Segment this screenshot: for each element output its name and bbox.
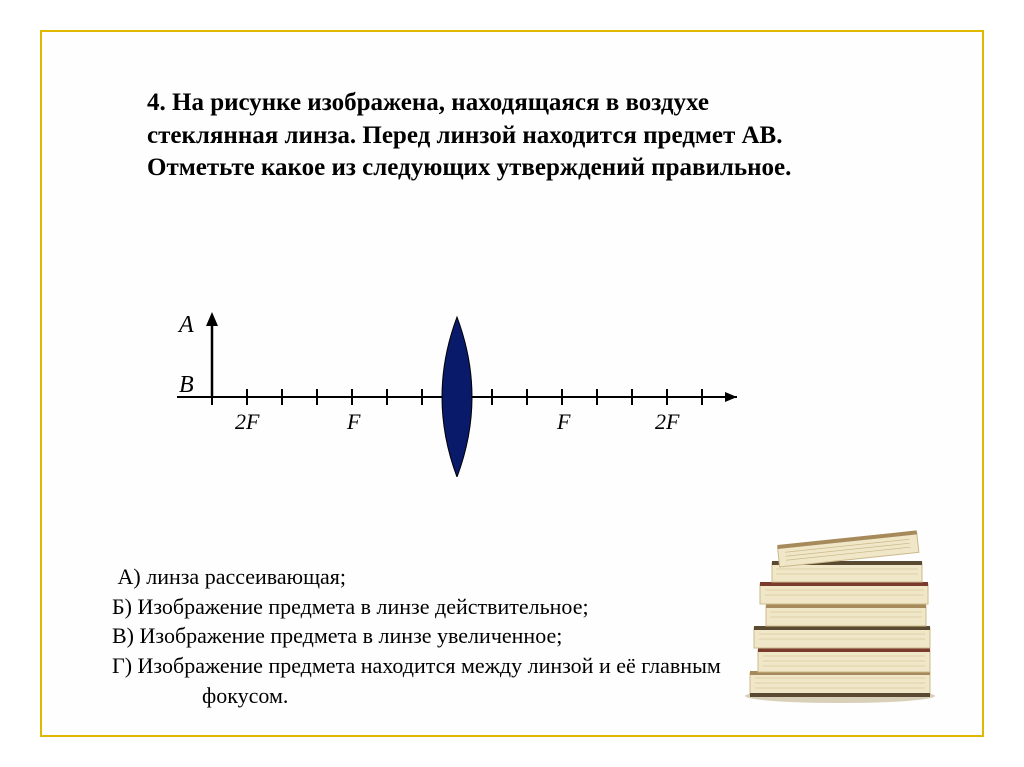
- option-B: Б) Изображение предмета в линзе действит…: [112, 592, 812, 622]
- option-D-cont: фокусом.: [112, 681, 812, 711]
- option-A: А) линза рассеивающая;: [112, 562, 812, 592]
- books-icon: [730, 508, 940, 703]
- option-C: В) Изображение предмета в линзе увеличен…: [112, 621, 812, 651]
- label-B: B: [179, 372, 194, 398]
- answer-options: А) линза рассеивающая; Б) Изображение пр…: [112, 562, 812, 710]
- slide-frame: 4. На рисунке изображена, находящаяся в …: [40, 30, 984, 737]
- label-2F-left: 2F: [235, 409, 260, 434]
- lens-diagram: A B 2F F F 2F: [147, 277, 767, 477]
- label-A: A: [177, 312, 194, 338]
- label-2F-right: 2F: [655, 409, 680, 434]
- option-D: Г) Изображение предмета находится между …: [112, 651, 812, 681]
- label-F-left: F: [346, 409, 361, 434]
- label-F-right: F: [556, 409, 571, 434]
- question-text: 4. На рисунке изображена, находящаяся в …: [147, 87, 827, 185]
